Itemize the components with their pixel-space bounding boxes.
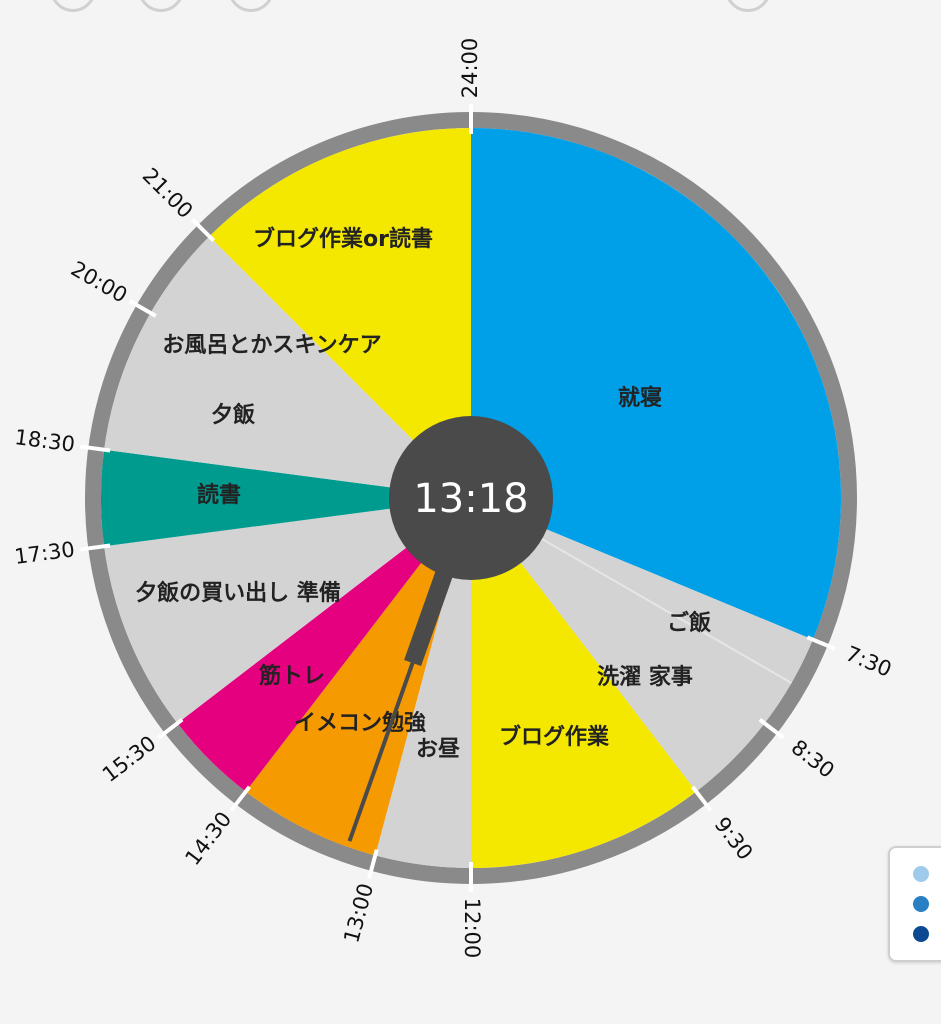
legend-dot-light-blue[interactable] bbox=[913, 866, 929, 882]
schedule-segment-2[interactable] bbox=[471, 498, 697, 868]
schedule-segment-0[interactable] bbox=[471, 128, 842, 640]
time-mark-label: 17:30 bbox=[13, 537, 76, 569]
schedule-segment-9[interactable] bbox=[209, 128, 471, 498]
time-tick bbox=[367, 849, 379, 880]
segment-label-lunch: お昼 bbox=[416, 737, 461, 762]
time-tick bbox=[758, 718, 785, 740]
time-mark-label: 8:30 bbox=[787, 735, 839, 783]
legend-dot-blue[interactable] bbox=[913, 896, 929, 912]
schedule-segments bbox=[85, 112, 857, 884]
time-mark-label: 20:00 bbox=[67, 257, 131, 308]
time-mark-label: 12:00 bbox=[460, 898, 484, 959]
segment-label-sleep: 就寝 bbox=[618, 385, 662, 411]
segment-label-dinner: 夕飯 bbox=[211, 402, 255, 428]
center-time-display bbox=[389, 416, 553, 580]
time-mark-label: 13:00 bbox=[339, 881, 378, 946]
segment-label-reading: 読書 bbox=[197, 482, 241, 508]
segment-label-image-consulting-study: イメコン勉強 bbox=[294, 710, 426, 736]
time-tick bbox=[80, 444, 111, 453]
segment-label-workout: 筋トレ bbox=[258, 663, 325, 689]
segment-labels: 就寝 ご飯 洗濯 家事 ブログ作業 お昼 イメコン勉強 筋トレ 夕飯の買い出し … bbox=[135, 226, 711, 762]
segment-label-bath-skincare: お風呂とかスキンケア bbox=[162, 333, 381, 358]
schedule-segment-8[interactable] bbox=[104, 236, 471, 498]
time-tick bbox=[190, 217, 216, 243]
schedule-segment-4[interactable] bbox=[245, 498, 471, 856]
time-mark-label: 9:30 bbox=[710, 813, 758, 865]
legend-dot-dark-blue[interactable] bbox=[913, 926, 929, 942]
segment-label-dinner-shopping-prep: 夕飯の買い出し 準備 bbox=[135, 580, 341, 606]
time-tick bbox=[128, 299, 157, 318]
time-tick bbox=[691, 785, 713, 812]
time-mark-label: 24:00 bbox=[458, 38, 482, 99]
schedule-segment-6[interactable] bbox=[104, 498, 471, 724]
schedule-segment-1[interactable] bbox=[471, 498, 813, 792]
time-tick bbox=[229, 785, 251, 812]
time-tick bbox=[157, 718, 184, 740]
time-mark-label: 7:30 bbox=[842, 642, 895, 682]
time-tick bbox=[80, 543, 111, 552]
segment-label-blog-work: ブログ作業 bbox=[499, 724, 610, 750]
current-time-text: 13:18 bbox=[413, 476, 528, 522]
segment-label-laundry-chores: 洗濯 家事 bbox=[597, 664, 693, 690]
segment-label-blog-or-reading: ブログ作業or読書 bbox=[253, 226, 433, 252]
time-mark-label: 15:30 bbox=[98, 731, 161, 787]
time-mark-label: 14:30 bbox=[180, 807, 236, 870]
time-tick bbox=[806, 635, 836, 651]
segment-label-meal: ご飯 bbox=[667, 610, 711, 636]
time-mark-label: 21:00 bbox=[138, 163, 198, 223]
schedule-segment-7[interactable] bbox=[101, 449, 471, 547]
schedule-segment-5[interactable] bbox=[177, 498, 471, 792]
legend-panel[interactable] bbox=[888, 846, 941, 962]
time-mark-label: 18:30 bbox=[13, 425, 76, 457]
